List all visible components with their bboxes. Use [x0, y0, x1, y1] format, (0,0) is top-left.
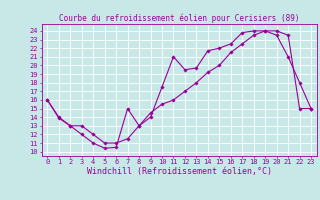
- X-axis label: Windchill (Refroidissement éolien,°C): Windchill (Refroidissement éolien,°C): [87, 167, 272, 176]
- Title: Courbe du refroidissement éolien pour Cerisiers (89): Courbe du refroidissement éolien pour Ce…: [59, 14, 300, 23]
